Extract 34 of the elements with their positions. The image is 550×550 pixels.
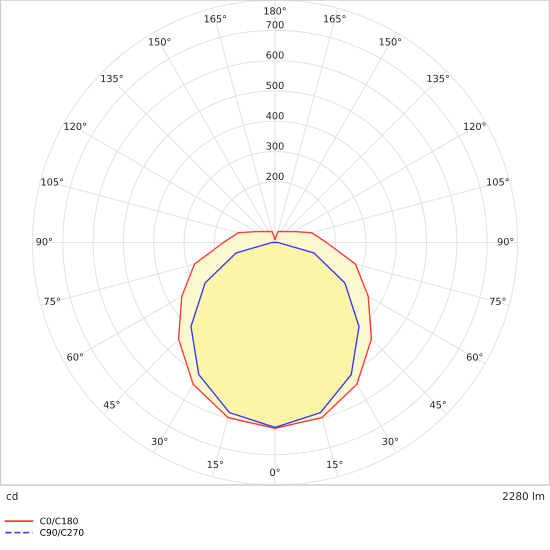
spoke-label: 60° — [466, 353, 482, 361]
spoke-label: 120° — [464, 122, 486, 130]
spoke-label: 75° — [44, 298, 60, 306]
spoke-label: 165° — [204, 15, 226, 22]
y-tick-label: 700 — [266, 21, 284, 28]
spoke-label: 135° — [101, 74, 123, 82]
spoke-label: 45° — [430, 401, 446, 408]
legend-label: C0/C180 — [40, 518, 78, 526]
y-tick-label: 300 — [266, 142, 284, 150]
spoke-label: 135° — [427, 74, 449, 82]
spoke-label: 30° — [382, 438, 398, 446]
spoke-label: 180° — [264, 7, 286, 15]
legend-label: C90/C270 — [40, 529, 84, 537]
y-tick-label: 500 — [266, 82, 284, 90]
spoke-label: 75° — [490, 298, 506, 306]
spoke-label: 15° — [208, 460, 223, 468]
spoke-label: 150° — [149, 38, 170, 46]
spoke-label: 105° — [42, 178, 63, 186]
spoke-label: 90° — [498, 238, 514, 246]
spoke-label: 150° — [380, 38, 402, 46]
spoke-label: 30° — [152, 438, 168, 446]
text: 2280 lm — [502, 492, 544, 500]
spoke-label: 165° — [324, 15, 346, 22]
spoke-label: 15° — [327, 460, 342, 468]
y-tick-label: 600 — [266, 51, 284, 59]
y-tick-label: 200 — [266, 172, 284, 180]
spoke-label: 120° — [64, 122, 86, 130]
y-tick-label: 400 — [266, 112, 284, 120]
text: cd — [6, 492, 18, 500]
spoke-label: 45° — [104, 401, 120, 408]
spoke-label: 0° — [270, 468, 280, 476]
spoke-label: 90° — [36, 238, 52, 246]
spoke-label: 105° — [487, 178, 509, 186]
spoke-label: 60° — [67, 353, 83, 361]
